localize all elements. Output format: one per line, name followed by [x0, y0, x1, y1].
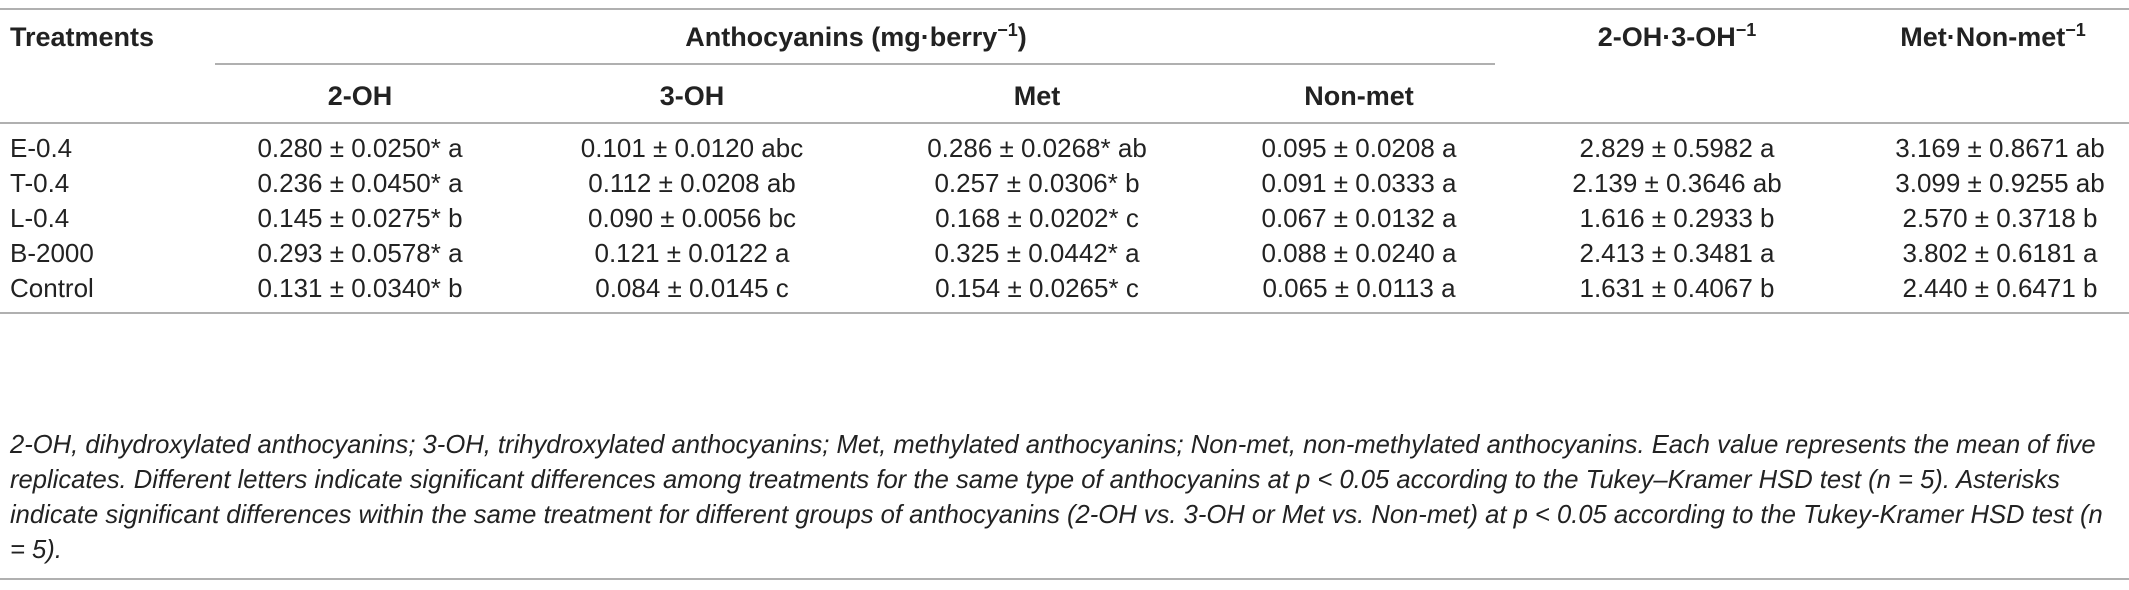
header-bottom-rule: [0, 122, 2129, 124]
cell-ratio-2oh-3oh: 1.616 ± 0.2933 b: [1579, 203, 1775, 233]
cell-2oh: 0.280 ± 0.0250* a: [257, 133, 463, 163]
table-footnote: 2-OH, dihydroxylated anthocyanins; 3-OH,…: [10, 431, 2103, 564]
cell-ratio-2oh-3oh: 1.631 ± 0.4067 b: [1579, 273, 1775, 303]
cell-3oh: 0.084 ± 0.0145 c: [595, 273, 789, 303]
header-nonmet: Non-met: [1304, 81, 1414, 111]
cell-3oh: 0.112 ± 0.0208 ab: [588, 168, 796, 198]
cell-ratio-2oh-3oh: 2.829 ± 0.5982 a: [1579, 133, 1775, 163]
header-3oh: 3-OH: [659, 81, 725, 111]
cell-nonmet: 0.088 ± 0.0240 a: [1261, 238, 1457, 268]
cell-2oh: 0.145 ± 0.0275* b: [257, 203, 463, 233]
cell-treatment: B-2000: [10, 238, 94, 268]
cell-2oh: 0.131 ± 0.0340* b: [257, 273, 463, 303]
header-met: Met: [1013, 81, 1061, 111]
header-treatments: Treatments: [10, 22, 155, 52]
cell-3oh: 0.101 ± 0.0120 abc: [580, 133, 804, 163]
cell-nonmet: 0.091 ± 0.0333 a: [1261, 168, 1457, 198]
cell-3oh: 0.121 ± 0.0122 a: [594, 238, 790, 268]
anthocyanins-group-rule: [215, 63, 1495, 65]
header-anthocyanins: Anthocyanins (mg·berry−1): [685, 20, 1027, 53]
header-ratio-2oh-3oh-sup: −1: [1735, 20, 1757, 40]
cell-ratio-met-nonmet: 3.169 ± 0.8671 ab: [1895, 133, 2105, 163]
footnote-bottom-rule: [0, 578, 2129, 580]
cell-ratio-met-nonmet: 3.802 ± 0.6181 a: [1902, 238, 2098, 268]
cell-nonmet: 0.095 ± 0.0208 a: [1261, 133, 1457, 163]
cell-ratio-met-nonmet: 2.570 ± 0.3718 b: [1902, 203, 2098, 233]
cell-ratio-met-nonmet: 2.440 ± 0.6471 b: [1902, 273, 2098, 303]
header-anthocyanins-text: Anthocyanins (mg·berry: [685, 22, 998, 52]
cell-met: 0.286 ± 0.0268* ab: [927, 133, 1147, 163]
cell-nonmet: 0.065 ± 0.0113 a: [1262, 273, 1456, 303]
cell-treatment: L-0.4: [10, 203, 70, 233]
cell-treatment: T-0.4: [10, 168, 70, 198]
cell-nonmet: 0.067 ± 0.0132 a: [1261, 203, 1457, 233]
header-ratio-met-nonmet-sup: −1: [2065, 20, 2086, 40]
header-anthocyanins-sup: −1: [997, 20, 1018, 40]
header-ratio-met-nonmet: Met·Non-met−1: [1900, 20, 2086, 53]
top-rule: [0, 8, 2129, 10]
cell-met: 0.257 ± 0.0306* b: [934, 168, 1140, 198]
header-2oh: 2-OH: [327, 81, 393, 111]
cell-3oh: 0.090 ± 0.0056 bc: [588, 203, 796, 233]
cell-met: 0.168 ± 0.0202* c: [935, 203, 1139, 233]
cell-ratio-2oh-3oh: 2.139 ± 0.3646 ab: [1572, 168, 1782, 198]
header-anthocyanins-close: ): [1017, 22, 1027, 52]
cell-ratio-met-nonmet: 3.099 ± 0.9255 ab: [1895, 168, 2105, 198]
header-ratio-2oh-3oh: 2-OH·3-OH−1: [1597, 20, 1757, 53]
cell-met: 0.325 ± 0.0442* a: [934, 238, 1140, 268]
cell-2oh: 0.293 ± 0.0578* a: [257, 238, 463, 268]
cell-ratio-2oh-3oh: 2.413 ± 0.3481 a: [1579, 238, 1775, 268]
header-ratio-2oh-3oh-text: 2-OH·3-OH: [1597, 22, 1736, 52]
cell-treatment: E-0.4: [10, 133, 73, 163]
table-bottom-rule: [0, 312, 2129, 314]
cell-treatment: Control: [10, 273, 94, 303]
cell-met: 0.154 ± 0.0265* c: [935, 273, 1139, 303]
header-ratio-met-nonmet-text: Met·Non-met: [1900, 22, 2066, 52]
cell-2oh: 0.236 ± 0.0450* a: [257, 168, 463, 198]
